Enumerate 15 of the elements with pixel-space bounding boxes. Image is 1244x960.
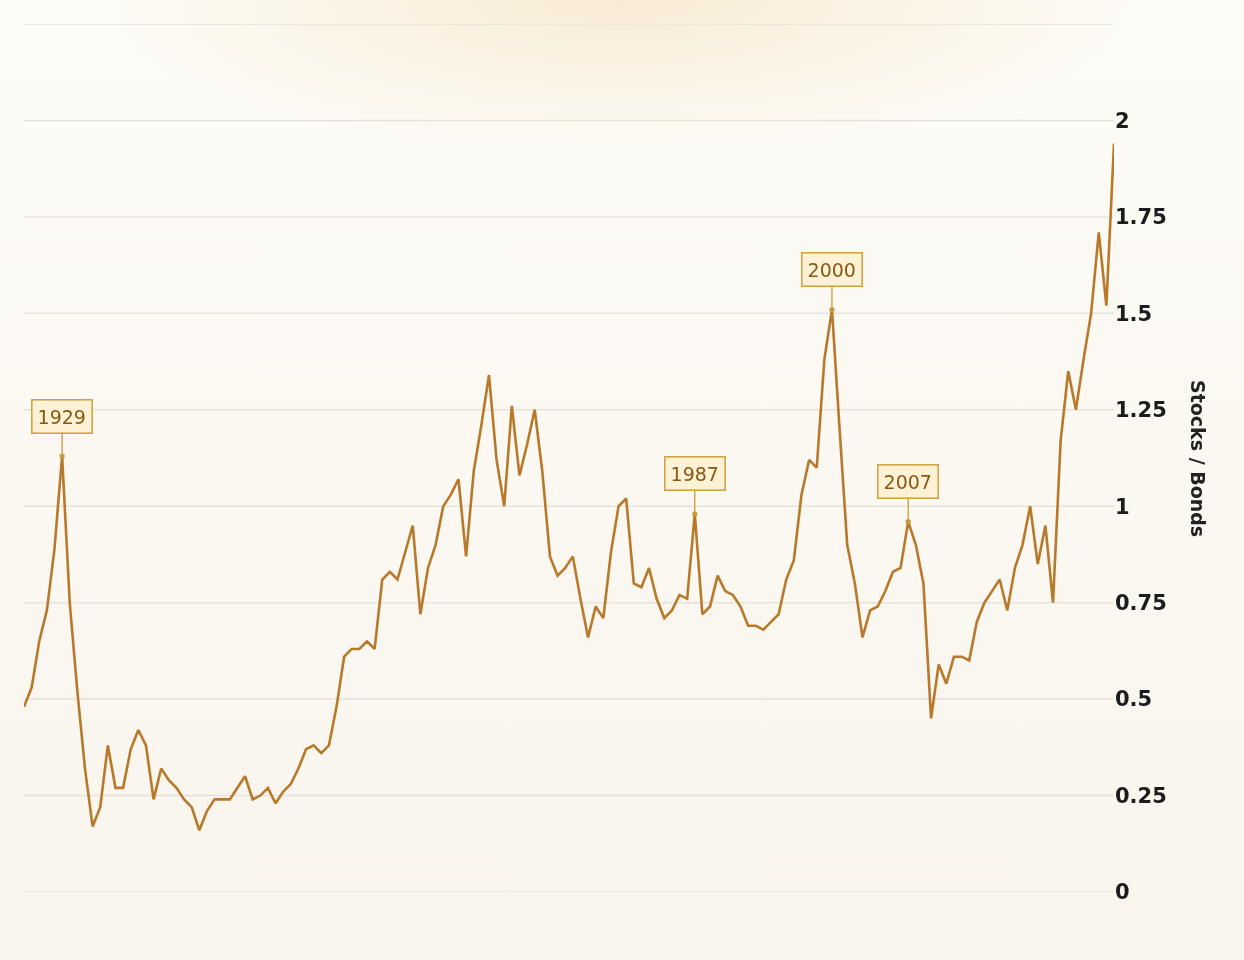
y-tick-label: 1.5	[1115, 301, 1153, 326]
y-tick-label: 0.25	[1115, 783, 1167, 808]
y-tick-label: 1	[1115, 494, 1130, 519]
y-tick-label: 0.75	[1115, 591, 1167, 616]
annotation: 1929	[37, 405, 86, 428]
annotation: 2000	[807, 258, 856, 281]
annotation: 1987	[670, 462, 719, 485]
y-tick-label: 1.25	[1115, 398, 1167, 423]
y-tick-label: 0.5	[1115, 687, 1153, 712]
y-tick-label: 2	[1115, 108, 1130, 133]
annotation: 2007	[883, 470, 932, 493]
y-axis-title: Stocks / Bonds	[1187, 380, 1209, 538]
line-series	[24, 142, 1114, 832]
y-tick-label: 1.75	[1115, 205, 1167, 230]
y-tick-label: 0	[1115, 880, 1130, 905]
